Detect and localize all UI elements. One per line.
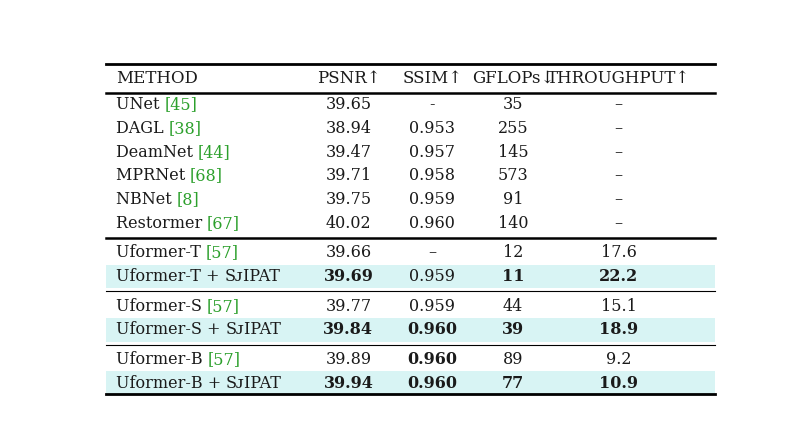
Text: [68]: [68]	[190, 167, 223, 184]
Text: 40.02: 40.02	[326, 215, 371, 232]
Text: 39: 39	[502, 321, 524, 338]
Text: Uformer-T +: Uformer-T +	[115, 268, 224, 285]
Text: [44]: [44]	[198, 144, 231, 161]
Text: 0.959: 0.959	[409, 297, 455, 315]
Text: 39.77: 39.77	[325, 297, 372, 315]
Text: Uformer-S +: Uformer-S +	[115, 321, 225, 338]
Text: 39.69: 39.69	[324, 268, 373, 285]
Text: [8]: [8]	[176, 191, 199, 208]
Text: 255: 255	[497, 120, 528, 137]
Text: 39.84: 39.84	[324, 321, 373, 338]
Text: 18.9: 18.9	[599, 321, 638, 338]
Text: 0.960: 0.960	[407, 375, 457, 392]
Text: 39.89: 39.89	[325, 351, 372, 368]
Text: -: -	[429, 96, 435, 113]
Text: SᴊIPAT: SᴊIPAT	[225, 321, 281, 338]
Text: DAGL: DAGL	[115, 120, 168, 137]
Text: [57]: [57]	[206, 244, 239, 262]
Text: 22.2: 22.2	[599, 268, 638, 285]
Text: THROUGHPUT↑: THROUGHPUT↑	[547, 70, 690, 87]
Text: –: –	[614, 191, 622, 208]
Text: –: –	[614, 144, 622, 161]
Text: 91: 91	[503, 191, 523, 208]
Text: 17.6: 17.6	[601, 244, 637, 262]
Text: 0.959: 0.959	[409, 268, 455, 285]
Text: 9.2: 9.2	[606, 351, 631, 368]
Text: 38.94: 38.94	[325, 120, 372, 137]
Text: PSNR↑: PSNR↑	[316, 70, 380, 87]
Text: Restormer: Restormer	[115, 215, 207, 232]
Text: 140: 140	[497, 215, 528, 232]
Bar	[107, 318, 714, 342]
Text: 0.957: 0.957	[409, 144, 455, 161]
Text: [38]: [38]	[168, 120, 201, 137]
Text: 39.75: 39.75	[325, 191, 372, 208]
Text: Uformer-T: Uformer-T	[115, 244, 206, 262]
Text: –: –	[614, 167, 622, 184]
Text: [57]: [57]	[207, 351, 240, 368]
Text: [67]: [67]	[207, 215, 240, 232]
Text: 35: 35	[503, 96, 523, 113]
Text: –: –	[429, 244, 437, 262]
Text: 39.65: 39.65	[325, 96, 372, 113]
Text: Uformer-B +: Uformer-B +	[115, 375, 226, 392]
Text: 0.958: 0.958	[409, 167, 455, 184]
Text: 0.953: 0.953	[409, 120, 455, 137]
Text: 15.1: 15.1	[601, 297, 637, 315]
Text: 39.94: 39.94	[324, 375, 373, 392]
Bar	[107, 372, 714, 395]
Text: 573: 573	[497, 167, 529, 184]
Bar	[107, 265, 714, 288]
Text: SSIM↑: SSIM↑	[402, 70, 462, 87]
Text: SᴊIPAT: SᴊIPAT	[226, 375, 282, 392]
Text: 12: 12	[503, 244, 523, 262]
Text: 0.959: 0.959	[409, 191, 455, 208]
Text: 11: 11	[501, 268, 524, 285]
Text: METHOD: METHOD	[115, 70, 198, 87]
Text: GFLOPs↓: GFLOPs↓	[472, 70, 554, 87]
Text: UNet: UNet	[115, 96, 164, 113]
Text: [57]: [57]	[207, 297, 239, 315]
Text: Uformer-S: Uformer-S	[115, 297, 207, 315]
Text: 0.960: 0.960	[407, 321, 457, 338]
Text: 145: 145	[497, 144, 528, 161]
Text: DeamNet: DeamNet	[115, 144, 198, 161]
Text: NBNet: NBNet	[115, 191, 176, 208]
Text: 10.9: 10.9	[599, 375, 638, 392]
Text: 39.66: 39.66	[325, 244, 372, 262]
Text: 39.47: 39.47	[325, 144, 372, 161]
Text: SᴊIPAT: SᴊIPAT	[224, 268, 280, 285]
Text: MPRNet: MPRNet	[115, 167, 190, 184]
Text: Uformer-B: Uformer-B	[115, 351, 207, 368]
Text: –: –	[614, 96, 622, 113]
Text: 77: 77	[501, 375, 524, 392]
Text: 44: 44	[503, 297, 523, 315]
Text: [45]: [45]	[164, 96, 197, 113]
Text: –: –	[614, 215, 622, 232]
Text: 0.960: 0.960	[407, 351, 457, 368]
Text: –: –	[614, 120, 622, 137]
Text: 0.960: 0.960	[409, 215, 455, 232]
Text: 39.71: 39.71	[325, 167, 372, 184]
Text: 89: 89	[503, 351, 523, 368]
